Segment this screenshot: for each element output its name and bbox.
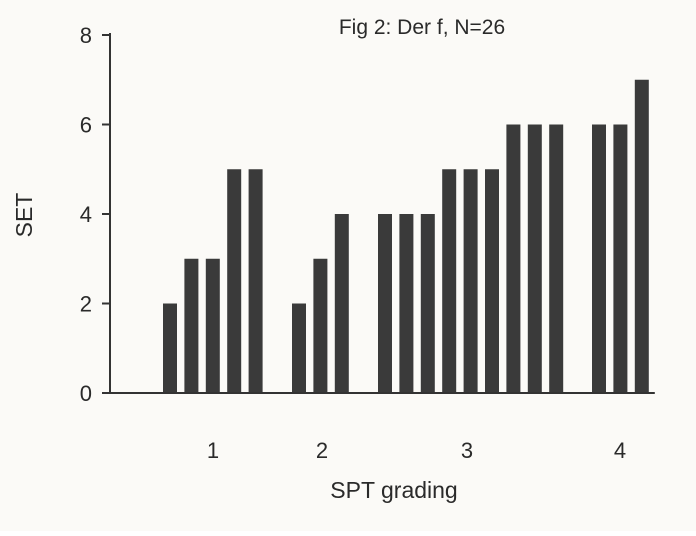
bar bbox=[527, 124, 542, 393]
bar bbox=[613, 124, 628, 393]
bar bbox=[634, 79, 649, 393]
x-axis-label: SPT grading bbox=[330, 477, 457, 503]
bar bbox=[184, 258, 199, 393]
x-tick-label: 4 bbox=[614, 438, 626, 463]
x-tick-label: 2 bbox=[316, 438, 328, 463]
bar bbox=[227, 169, 242, 393]
bar bbox=[313, 258, 328, 393]
bar bbox=[292, 303, 306, 393]
bar bbox=[442, 169, 457, 393]
bar bbox=[399, 214, 414, 393]
y-tick-label: 4 bbox=[80, 202, 92, 227]
x-axis: 1 2 3 4 bbox=[110, 392, 655, 463]
y-tick-label: 2 bbox=[80, 292, 92, 317]
bar bbox=[378, 214, 392, 393]
bar bbox=[549, 124, 564, 393]
y-axis-label: SET bbox=[11, 193, 37, 238]
x-tick-label: 1 bbox=[207, 438, 219, 463]
x-tick-label: 3 bbox=[461, 438, 473, 463]
bar bbox=[463, 169, 478, 393]
bar bbox=[163, 303, 177, 393]
bar bbox=[485, 169, 499, 393]
bars bbox=[163, 79, 649, 393]
y-axis: 0 2 4 6 8 bbox=[80, 23, 111, 406]
bar bbox=[420, 214, 435, 393]
y-tick-label: 0 bbox=[80, 381, 92, 406]
bar bbox=[205, 258, 220, 393]
bar bbox=[592, 124, 606, 393]
chart-title: Fig 2: Der f, N=26 bbox=[339, 16, 505, 39]
y-tick-label: 6 bbox=[80, 113, 92, 138]
bar bbox=[248, 169, 263, 393]
y-tick-label: 8 bbox=[80, 23, 92, 48]
bar bbox=[334, 214, 349, 393]
bar bbox=[506, 124, 521, 393]
